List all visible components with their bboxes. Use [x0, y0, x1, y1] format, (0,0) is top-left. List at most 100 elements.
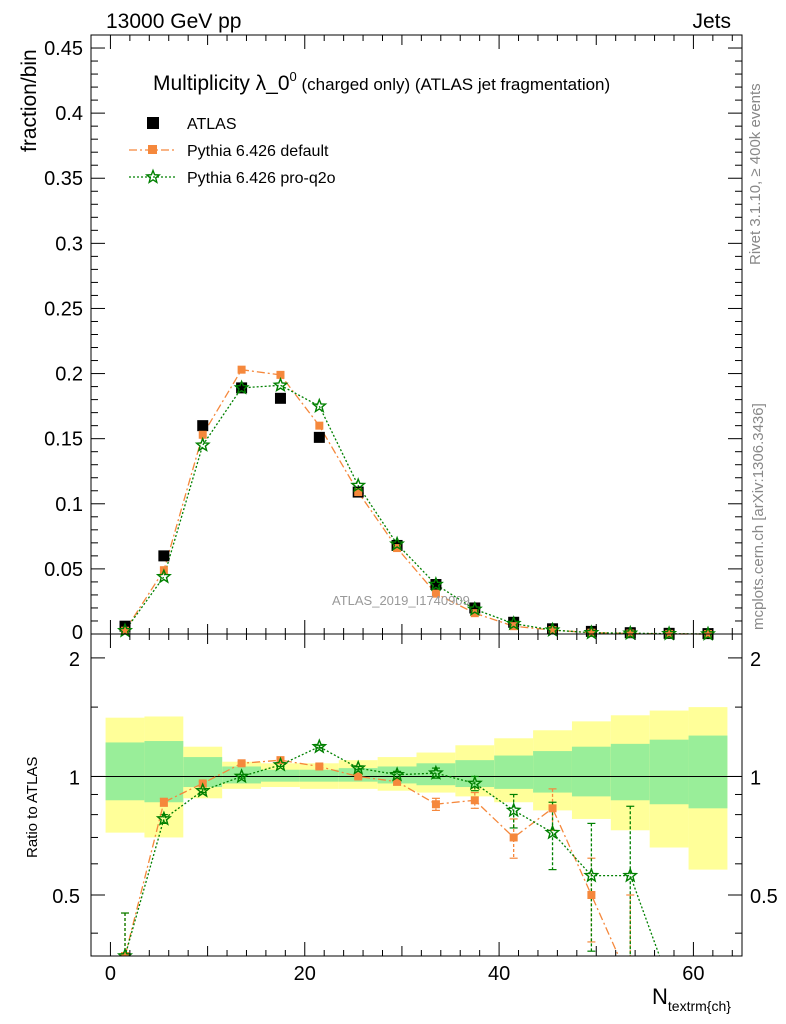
- ratio-y-tick-label: 2: [69, 649, 80, 671]
- ratio-series-clip: [116, 738, 661, 956]
- ratio-band-inner: [377, 766, 417, 784]
- proq2o-point: [389, 535, 406, 552]
- default-point: [315, 421, 324, 430]
- default-point: [431, 589, 440, 598]
- main-axes: 0.05 0.1 0.15 0.2 0.25 0.3 0.35 0.4 0.45 0: [44, 34, 743, 644]
- default-point: [548, 626, 557, 635]
- ratio-band-inner: [261, 769, 300, 782]
- ratio-point-proq2o: [155, 810, 172, 826]
- legend: ATLAS Pythia 6.426 default Pythia 6.426 …: [129, 116, 336, 187]
- ratio-band-inner: [494, 755, 534, 789]
- main-y-zero-label: 0: [72, 622, 83, 644]
- atlas-point: [430, 579, 442, 591]
- ratio-band-inner: [649, 739, 689, 805]
- x-tick-label: 20: [294, 963, 316, 985]
- legend-marker-default: [148, 145, 157, 154]
- main-y-tick-label: 0.25: [44, 298, 83, 320]
- default-point: [587, 628, 596, 637]
- atlas-point: [158, 550, 170, 562]
- proq2o-point: [466, 600, 483, 617]
- ratio-point-default: [587, 890, 596, 899]
- proq2o-point: [194, 436, 211, 452]
- main-y-axis-title: fraction/bin: [18, 49, 41, 152]
- ratio-band-inner: [299, 769, 339, 782]
- atlas-point: [197, 420, 209, 432]
- default-point: [121, 626, 130, 635]
- ratio-y-axis-title: Ratio to ATLAS: [24, 757, 41, 858]
- ratio-point-proq2o: [466, 774, 483, 791]
- ratio-point-proq2o: [583, 867, 600, 883]
- ratio-band-inner: [105, 742, 145, 801]
- series-line-proq2o: [124, 384, 709, 635]
- series-line-default: [124, 368, 709, 635]
- proq2o-point: [505, 615, 522, 631]
- ratio-point-proq2o: [272, 756, 289, 772]
- ratio-point-proq2o: [544, 824, 561, 840]
- default-point: [198, 430, 207, 439]
- x-tick-label: 0: [105, 963, 116, 985]
- ratio-point-default: [548, 804, 557, 813]
- ratio-y-tick-label-right: 1: [750, 767, 761, 789]
- ratio-band-inner: [533, 751, 572, 793]
- main-y-tick-label: 0.45: [44, 38, 83, 60]
- ratio-series-layer: [116, 738, 661, 956]
- proq2o-point: [544, 621, 561, 638]
- main-y-tick-label: 0.05: [44, 559, 83, 581]
- ratio-point-default: [354, 772, 363, 781]
- legend-label-default: Pythia 6.426 default: [187, 143, 329, 160]
- ratio-point-default: [237, 759, 246, 768]
- ratio-point-proq2o: [233, 768, 250, 784]
- proq2o-point: [622, 624, 639, 641]
- ratio-axes: 0.5 0.51 12 20 20 40 60: [52, 633, 778, 985]
- ratio-y-tick-label-right: 2: [750, 649, 761, 671]
- atlas-point: [313, 431, 325, 443]
- main-y-tick-label: 0.3: [55, 233, 83, 255]
- ratio-point-default: [159, 798, 168, 807]
- ratio-point-default: [393, 777, 402, 786]
- default-point: [393, 544, 402, 553]
- proq2o-point: [661, 625, 678, 641]
- legend-label-proq2o: Pythia 6.426 pro-q2o: [187, 170, 336, 187]
- x-axis-title: Ntextrm{ch}: [652, 984, 731, 1014]
- ratio-point-proq2o: [505, 801, 522, 818]
- ratio-frame: [90, 633, 743, 957]
- ratio-band-inner: [610, 743, 650, 801]
- x-tick-label: 40: [488, 963, 510, 985]
- ratio-point-default: [509, 833, 518, 842]
- ratio-point-proq2o: [350, 759, 367, 775]
- default-point: [354, 488, 363, 497]
- ratio-point-proq2o: [389, 766, 406, 782]
- ratio-y-tick-label: 0.5: [52, 886, 80, 908]
- default-point: [237, 365, 246, 374]
- legend-label-atlas: ATLAS: [187, 116, 237, 133]
- ratio-point-proq2o: [427, 764, 444, 780]
- mcplots-label: mcplots.cern.ch [arXiv:1306.3436]: [750, 403, 767, 630]
- ratio-y-tick-label-right: 0.5: [750, 886, 778, 908]
- proq2o-point: [350, 477, 367, 493]
- legend-marker-proq2o: [144, 168, 162, 184]
- default-point: [626, 629, 635, 638]
- main-y-tick-label: 0.2: [55, 364, 83, 386]
- ratio-bands-layer: [91, 707, 742, 870]
- default-point: [470, 609, 479, 618]
- ratio-band-inner: [144, 741, 184, 803]
- ratio-point-default: [470, 796, 479, 805]
- plot-title: Multiplicity λ_00 (charged only) (ATLAS …: [153, 69, 610, 95]
- ratio-line-proq2o: [124, 745, 661, 956]
- proq2o-point: [311, 397, 328, 414]
- main-y-tick-label: 0.4: [55, 103, 83, 125]
- watermark: ATLAS_2019_I1740909: [332, 593, 470, 608]
- atlas-point: [469, 602, 481, 614]
- ratio-point-default: [431, 800, 440, 809]
- ratio-y-tick-label: 1: [69, 767, 80, 789]
- header-left-label: 13000 GeV pp: [106, 10, 241, 33]
- proq2o-point: [583, 624, 600, 640]
- proq2o-point: [272, 376, 289, 393]
- atlas-point: [274, 392, 286, 404]
- ratio-band-inner: [571, 746, 611, 797]
- main-y-tick-label: 0.1: [55, 494, 83, 516]
- main-y-tick-label: 0.35: [44, 168, 83, 190]
- legend-marker-atlas: [147, 117, 159, 129]
- x-tick-label: 60: [682, 963, 704, 985]
